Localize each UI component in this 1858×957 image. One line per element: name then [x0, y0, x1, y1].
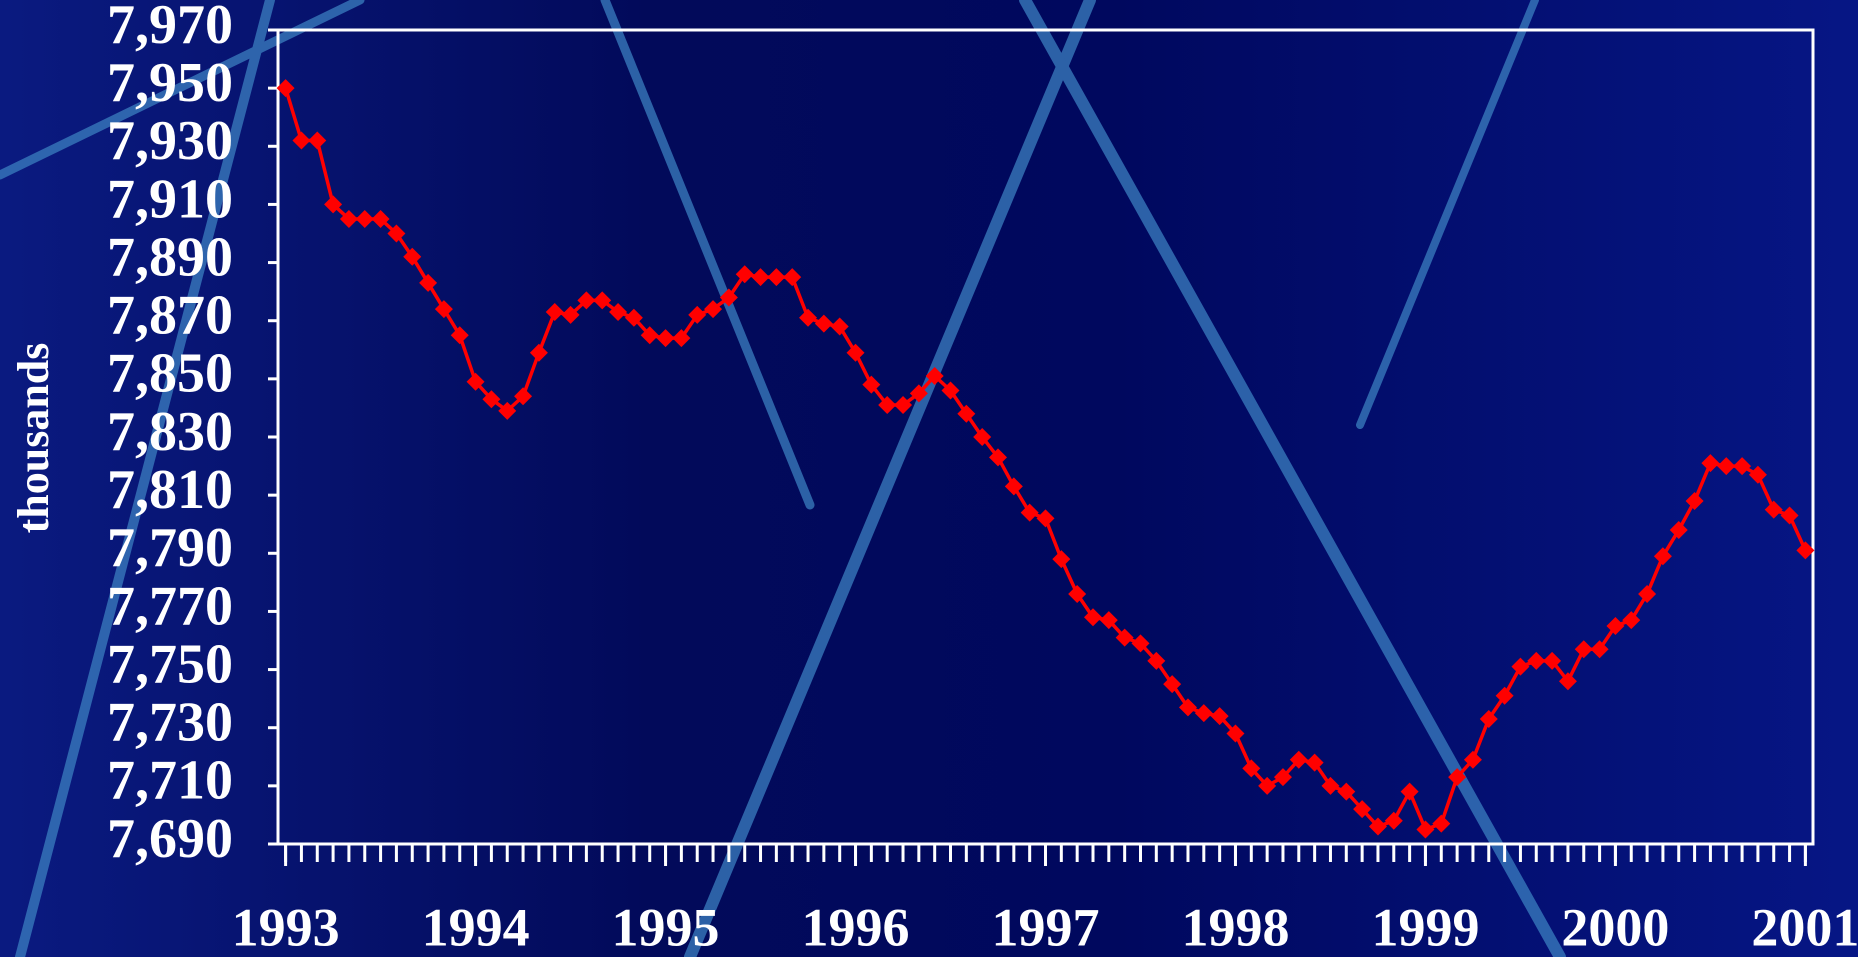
- y-tick-label: 7,770: [107, 575, 233, 637]
- y-tick-label: 7,730: [107, 692, 233, 754]
- y-tick-label: 7,890: [107, 226, 233, 288]
- y-tick-label: 7,690: [107, 808, 233, 870]
- y-tick-label: 7,810: [107, 459, 233, 521]
- y-tick-label: 7,870: [107, 285, 233, 347]
- y-tick-label: 7,970: [107, 0, 233, 56]
- x-tick-label: 1997: [992, 897, 1100, 957]
- y-axis-label: thousands: [9, 343, 58, 534]
- y-tick-label: 7,930: [107, 110, 233, 172]
- x-tick-label: 1995: [612, 897, 720, 957]
- x-tick-label: 1993: [232, 897, 340, 957]
- y-tick-label: 7,790: [107, 517, 233, 579]
- y-tick-label: 7,830: [107, 401, 233, 463]
- x-tick-label: 2001: [1751, 897, 1858, 957]
- y-tick-label: 7,910: [107, 168, 233, 230]
- y-tick-label: 7,750: [107, 633, 233, 695]
- y-tick-label: 7,850: [107, 343, 233, 405]
- chart: thousands 7,6907,7107,7307,7507,7707,790…: [0, 0, 1858, 957]
- x-tick-label: 1994: [422, 897, 530, 957]
- x-tick-label: 1996: [802, 897, 910, 957]
- y-tick-label: 7,950: [107, 52, 233, 114]
- y-tick-label: 7,710: [107, 750, 233, 812]
- x-tick-label: 1999: [1371, 897, 1479, 957]
- x-tick-label: 2000: [1561, 897, 1669, 957]
- x-tick-label: 1998: [1181, 897, 1289, 957]
